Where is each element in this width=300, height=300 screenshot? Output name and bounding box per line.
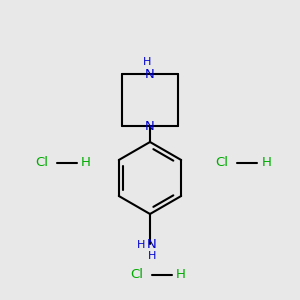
Text: N: N [145,68,155,80]
Text: H: H [262,157,272,169]
Text: Cl: Cl [35,157,49,169]
Text: Cl: Cl [215,157,229,169]
Text: Cl: Cl [130,268,143,281]
Text: H: H [81,157,91,169]
Text: N: N [147,238,157,251]
Text: H: H [137,240,145,250]
Text: H: H [148,251,156,261]
Text: H: H [143,57,151,67]
Text: N: N [145,119,155,133]
Text: H: H [176,268,186,281]
